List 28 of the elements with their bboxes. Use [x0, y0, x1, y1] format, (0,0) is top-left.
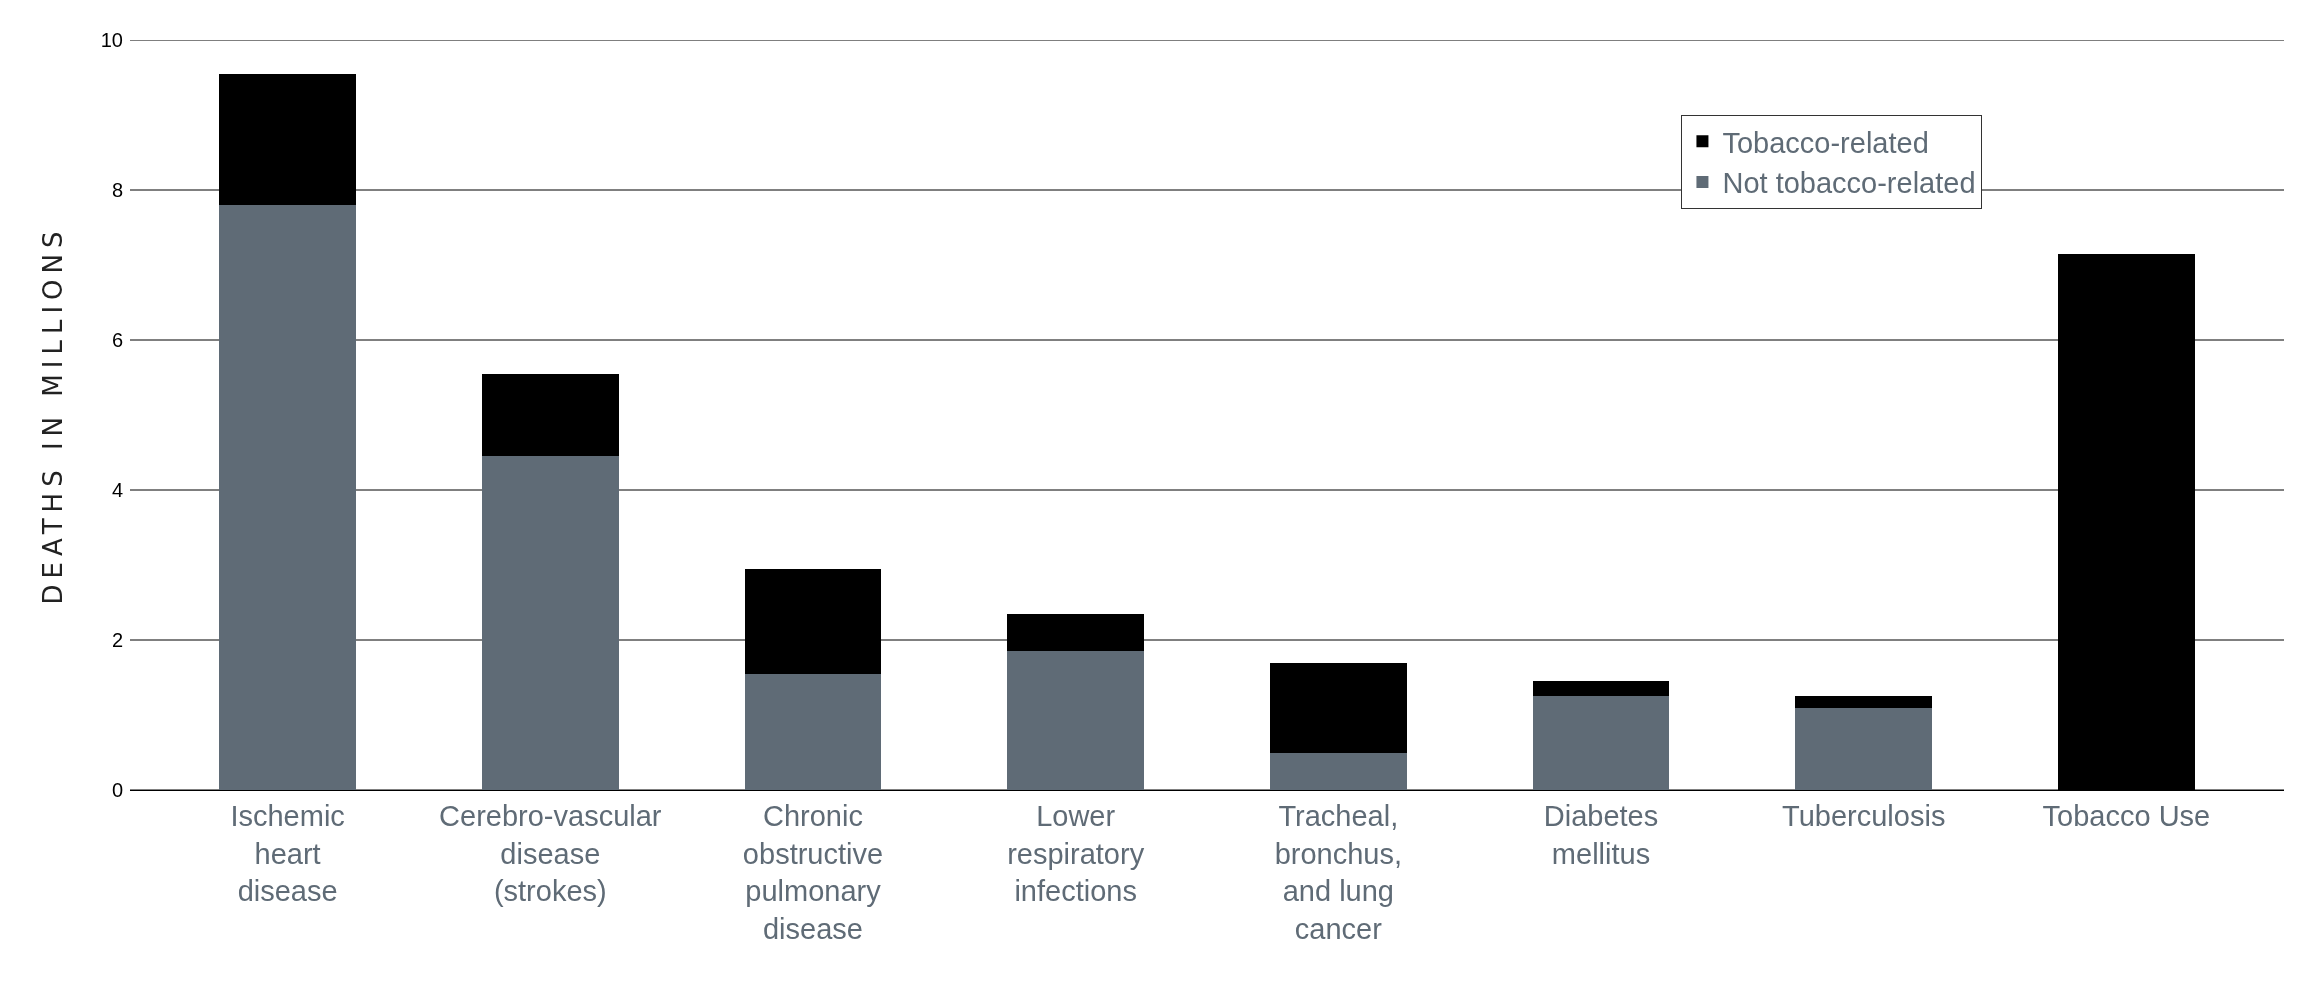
bar: [1270, 752, 1407, 790]
bar: [1795, 707, 1932, 790]
bar: [1532, 696, 1670, 790]
x-tick-label: Cerebro-vascular disease (strokes): [439, 799, 662, 908]
x-tick-label: Tracheal, bronchus, and lung cancer: [1274, 799, 1403, 945]
bar: [482, 373, 619, 457]
bar: [744, 673, 882, 790]
y-tick-label: 0: [111, 779, 123, 801]
y-tick-label: 6: [111, 329, 123, 351]
legend-label: Not tobacco-related: [1722, 167, 1976, 200]
y-tick-label: 8: [111, 179, 123, 201]
y-tick-label: 10: [100, 29, 123, 51]
bar: [1007, 651, 1144, 790]
bar: [482, 456, 619, 790]
x-tick-label: Tobacco Use: [2042, 799, 2211, 832]
x-tick-label: Lower respiratory infections: [1007, 799, 1145, 908]
y-axis-title: DEATHS IN MILLIONS: [38, 225, 69, 605]
x-tick-label: Tuberculosis: [1782, 799, 1946, 832]
y-tick-label: 2: [111, 629, 123, 651]
bar: [1795, 696, 1932, 708]
y-tick-label: 4: [111, 479, 123, 501]
x-tick-label: Ischemic heart disease: [230, 799, 345, 908]
bar: [1270, 662, 1407, 753]
legend-label: Tobacco-related: [1722, 126, 1929, 159]
x-tick-label: Diabetes mellitus: [1543, 799, 1659, 870]
bar: [1532, 681, 1670, 697]
bar: [219, 205, 356, 790]
x-tick-label: Chronic obstructive pulmonary disease: [742, 799, 884, 945]
